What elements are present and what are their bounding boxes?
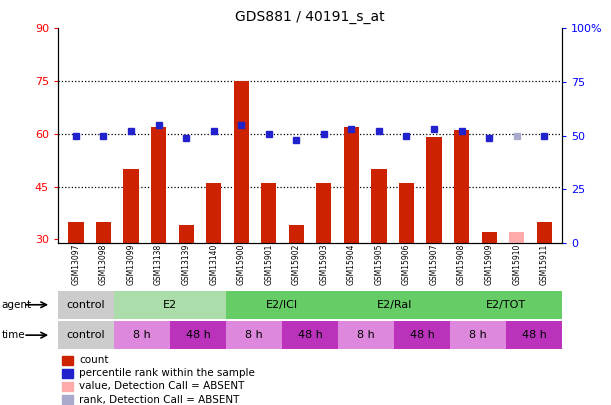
- Text: E2: E2: [163, 300, 177, 310]
- Bar: [536, 222, 552, 243]
- Text: GSM13098: GSM13098: [99, 244, 108, 285]
- Bar: [114, 321, 170, 349]
- Bar: [170, 321, 226, 349]
- Bar: [481, 232, 497, 243]
- Text: GSM15908: GSM15908: [457, 244, 466, 285]
- Bar: [450, 321, 506, 349]
- Text: agent: agent: [2, 300, 32, 310]
- Text: GSM15911: GSM15911: [540, 244, 549, 285]
- Text: GSM15903: GSM15903: [320, 244, 328, 286]
- Bar: [282, 321, 338, 349]
- Bar: [226, 291, 338, 319]
- Text: GSM13138: GSM13138: [154, 244, 163, 285]
- Bar: [394, 321, 450, 349]
- Bar: [62, 356, 73, 364]
- Bar: [506, 321, 562, 349]
- Text: GSM13140: GSM13140: [209, 244, 218, 285]
- Text: GSM15905: GSM15905: [375, 244, 384, 286]
- Text: 48 h: 48 h: [522, 330, 547, 340]
- Text: 8 h: 8 h: [469, 330, 487, 340]
- Text: 48 h: 48 h: [409, 330, 434, 340]
- Bar: [62, 395, 73, 404]
- Bar: [123, 169, 139, 243]
- Text: 8 h: 8 h: [133, 330, 151, 340]
- Text: GSM15910: GSM15910: [512, 244, 521, 285]
- Text: 8 h: 8 h: [357, 330, 375, 340]
- Bar: [371, 169, 387, 243]
- Bar: [454, 130, 469, 243]
- Bar: [338, 291, 450, 319]
- Bar: [68, 222, 84, 243]
- Bar: [62, 382, 73, 391]
- Bar: [450, 291, 562, 319]
- Text: GSM13097: GSM13097: [71, 244, 81, 286]
- Bar: [316, 183, 331, 243]
- Text: percentile rank within the sample: percentile rank within the sample: [79, 368, 255, 378]
- Bar: [344, 127, 359, 243]
- Bar: [289, 226, 304, 243]
- Bar: [178, 226, 194, 243]
- Text: GSM13099: GSM13099: [126, 244, 136, 286]
- Text: GSM13139: GSM13139: [181, 244, 191, 285]
- Bar: [233, 81, 249, 243]
- Bar: [226, 321, 282, 349]
- Bar: [426, 137, 442, 243]
- Bar: [96, 222, 111, 243]
- Bar: [338, 321, 394, 349]
- Bar: [151, 127, 166, 243]
- Text: rank, Detection Call = ABSENT: rank, Detection Call = ABSENT: [79, 394, 240, 405]
- Bar: [114, 291, 226, 319]
- Text: GSM15900: GSM15900: [236, 244, 246, 286]
- Text: GSM15901: GSM15901: [265, 244, 273, 285]
- Bar: [509, 232, 524, 243]
- Text: GDS881 / 40191_s_at: GDS881 / 40191_s_at: [235, 10, 385, 24]
- Bar: [261, 183, 276, 243]
- Bar: [62, 369, 73, 377]
- Text: E2/ICI: E2/ICI: [266, 300, 298, 310]
- Text: GSM15902: GSM15902: [292, 244, 301, 285]
- Text: value, Detection Call = ABSENT: value, Detection Call = ABSENT: [79, 382, 244, 391]
- Text: count: count: [79, 355, 108, 365]
- Text: control: control: [67, 330, 105, 340]
- Text: 48 h: 48 h: [186, 330, 211, 340]
- Text: control: control: [67, 300, 105, 310]
- Bar: [58, 291, 114, 319]
- Bar: [58, 321, 114, 349]
- Text: time: time: [2, 330, 26, 340]
- Text: E2/Ral: E2/Ral: [376, 300, 412, 310]
- Text: GSM15909: GSM15909: [485, 244, 494, 286]
- Text: 48 h: 48 h: [298, 330, 323, 340]
- Text: GSM15904: GSM15904: [347, 244, 356, 286]
- Text: GSM15907: GSM15907: [430, 244, 439, 286]
- Text: E2/TOT: E2/TOT: [486, 300, 526, 310]
- Bar: [206, 183, 221, 243]
- Text: 8 h: 8 h: [245, 330, 263, 340]
- Bar: [399, 183, 414, 243]
- Text: GSM15906: GSM15906: [402, 244, 411, 286]
